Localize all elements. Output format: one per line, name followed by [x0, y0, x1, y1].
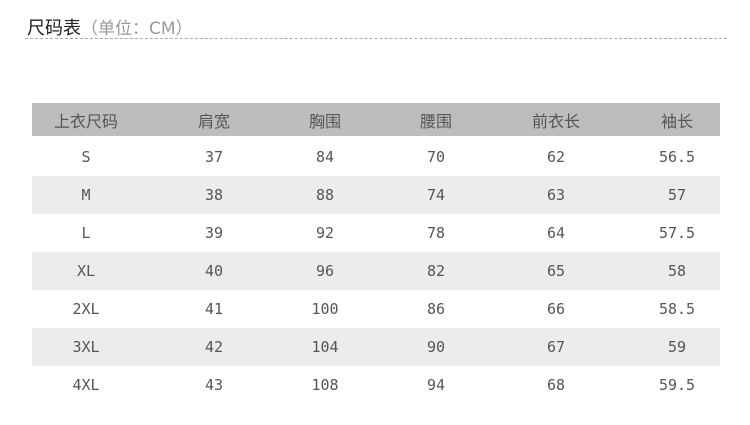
- table-cell: 88: [315, 186, 335, 204]
- table-cell: 43: [204, 376, 224, 394]
- table-cell: 57: [667, 186, 687, 204]
- table-cell: 104: [311, 338, 339, 356]
- table-cell: 68: [546, 376, 566, 394]
- table-cell: 100: [311, 300, 339, 318]
- table-cell: 65: [546, 262, 566, 280]
- header-cell: 胸围: [308, 111, 341, 131]
- table-cell: 39: [204, 224, 224, 242]
- table-row: S 37 84 70 62 56.5: [32, 138, 720, 176]
- table-cell: 42: [204, 338, 224, 356]
- table-cell: 41: [204, 300, 224, 318]
- table-cell: 64: [546, 224, 566, 242]
- table-cell: 3XL: [72, 338, 100, 356]
- table-header-row: 上衣尺码 肩宽 胸围 腰围 前衣长 袖长: [32, 103, 720, 136]
- dashed-divider: [25, 38, 727, 39]
- table-cell: 40: [204, 262, 224, 280]
- page-title: 尺码表（单位：CM）: [27, 14, 193, 40]
- table-cell: 4XL: [72, 376, 100, 394]
- table-cell: 63: [546, 186, 566, 204]
- table-cell: 57.5: [658, 224, 696, 242]
- table-row: XL 40 96 82 65 58: [32, 252, 720, 290]
- unit-label: （单位：CM）: [81, 19, 193, 39]
- table-row: L 39 92 78 64 57.5: [32, 214, 720, 252]
- table-cell: XL: [76, 262, 96, 280]
- table-cell: 94: [426, 376, 446, 394]
- table-row: 4XL 43 108 94 68 59.5: [32, 366, 720, 404]
- header-cell: 腰围: [419, 111, 452, 131]
- table-cell: 82: [426, 262, 446, 280]
- table-cell: 66: [546, 300, 566, 318]
- header-cell: 上衣尺码: [53, 111, 118, 131]
- table-cell: 59.5: [658, 376, 696, 394]
- table-cell: 38: [204, 186, 224, 204]
- size-table: 上衣尺码 肩宽 胸围 腰围 前衣长 袖长 S 37 84 70 62 56.5 M 38 88 7…: [32, 103, 720, 404]
- header-cell: 前衣长: [531, 111, 580, 131]
- table-cell: 96: [315, 262, 335, 280]
- table-cell: 58.5: [658, 300, 696, 318]
- table-cell: 108: [311, 376, 339, 394]
- table-cell: 92: [315, 224, 335, 242]
- table-cell: 2XL: [72, 300, 100, 318]
- table-cell: 78: [426, 224, 446, 242]
- table-cell: 62: [546, 148, 566, 166]
- table-cell: M: [81, 186, 91, 204]
- table-cell: 67: [546, 338, 566, 356]
- table-cell: 59: [667, 338, 687, 356]
- table-cell: 70: [426, 148, 446, 166]
- title-text: 尺码表: [27, 18, 81, 39]
- table-cell: L: [81, 224, 91, 242]
- table-cell: 74: [426, 186, 446, 204]
- table-row: 2XL 41 100 86 66 58.5: [32, 290, 720, 328]
- table-cell: 86: [426, 300, 446, 318]
- table-cell: 84: [315, 148, 335, 166]
- table-cell: 56.5: [658, 148, 696, 166]
- header-cell: 袖长: [660, 111, 693, 131]
- table-cell: 58: [667, 262, 687, 280]
- table-cell: 90: [426, 338, 446, 356]
- header-cell: 肩宽: [197, 111, 230, 131]
- table-row: 3XL 42 104 90 67 59: [32, 328, 720, 366]
- table-row: M 38 88 74 63 57: [32, 176, 720, 214]
- table-cell: 37: [204, 148, 224, 166]
- table-cell: S: [81, 148, 91, 166]
